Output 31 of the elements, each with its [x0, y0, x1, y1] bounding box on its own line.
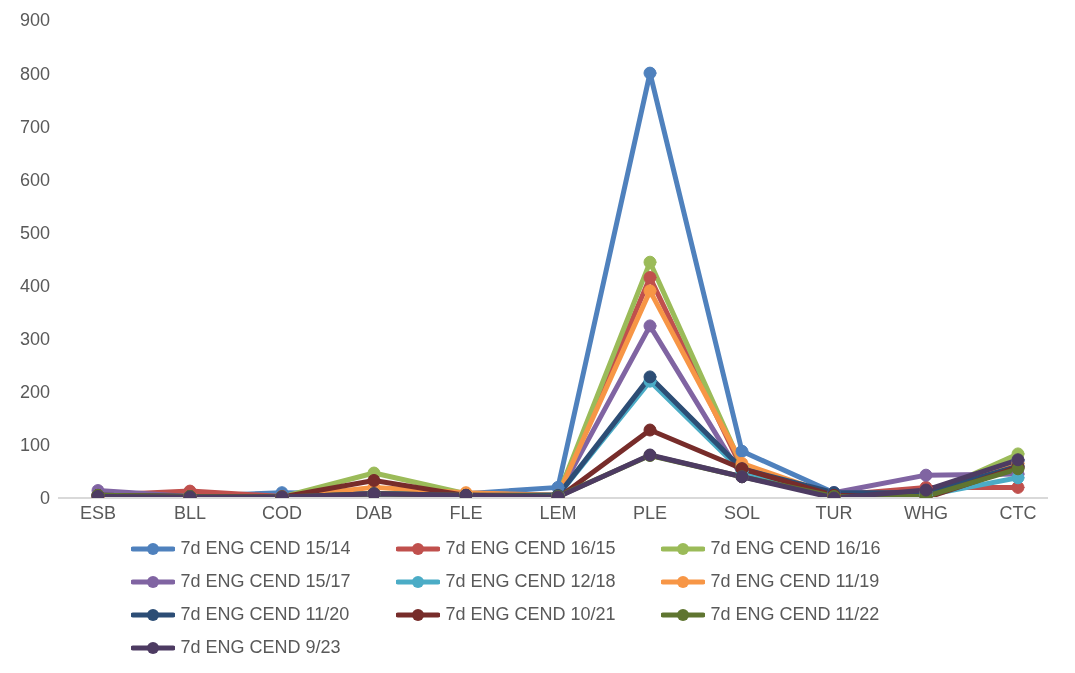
y-tick-label: 900 [19, 10, 50, 31]
x-tick-label: LEM [539, 502, 577, 523]
legend-label: 7d ENG CEND 11/22 [710, 604, 880, 625]
legend-label: 7d ENG CEND 16/15 [445, 538, 616, 559]
x-tick-label: COD [262, 502, 302, 523]
x-tick-label: BLL [173, 502, 207, 523]
legend-label: 7d ENG CEND 12/18 [445, 571, 616, 592]
legend-label: 7d ENG CEND 15/14 [180, 538, 351, 559]
y-tick-label: 800 [19, 63, 50, 84]
legend-label: 7d ENG CEND 9/23 [180, 637, 341, 658]
x-tick-label: FLE [449, 502, 483, 523]
x-tick-label: ESB [79, 502, 117, 523]
legend-label: 7d ENG CEND 11/20 [180, 604, 350, 625]
y-tick-label: 700 [19, 116, 50, 137]
x-tick-label: CTC [999, 502, 1037, 523]
y-tick-label: 600 [19, 169, 50, 190]
legend-label: 7d ENG CEND 10/21 [445, 604, 616, 625]
x-tick-label: SOL [723, 502, 761, 523]
legend-label: 7d ENG CEND 16/16 [710, 538, 881, 559]
y-tick-label: 0 [39, 488, 50, 509]
y-tick-label: 400 [19, 275, 50, 296]
x-tick-label: PLE [632, 502, 668, 523]
legend-label: 7d ENG CEND 15/17 [180, 571, 351, 592]
y-tick-label: 100 [19, 435, 50, 456]
y-tick-label: 500 [19, 222, 50, 243]
x-tick-label: DAB [355, 502, 393, 523]
legend-label: 7d ENG CEND 11/19 [710, 571, 880, 592]
y-tick-label: 200 [19, 382, 50, 403]
y-tick-label: 300 [19, 329, 50, 350]
x-tick-label: TUR [815, 502, 853, 523]
x-tick-label: WHG [904, 502, 948, 523]
